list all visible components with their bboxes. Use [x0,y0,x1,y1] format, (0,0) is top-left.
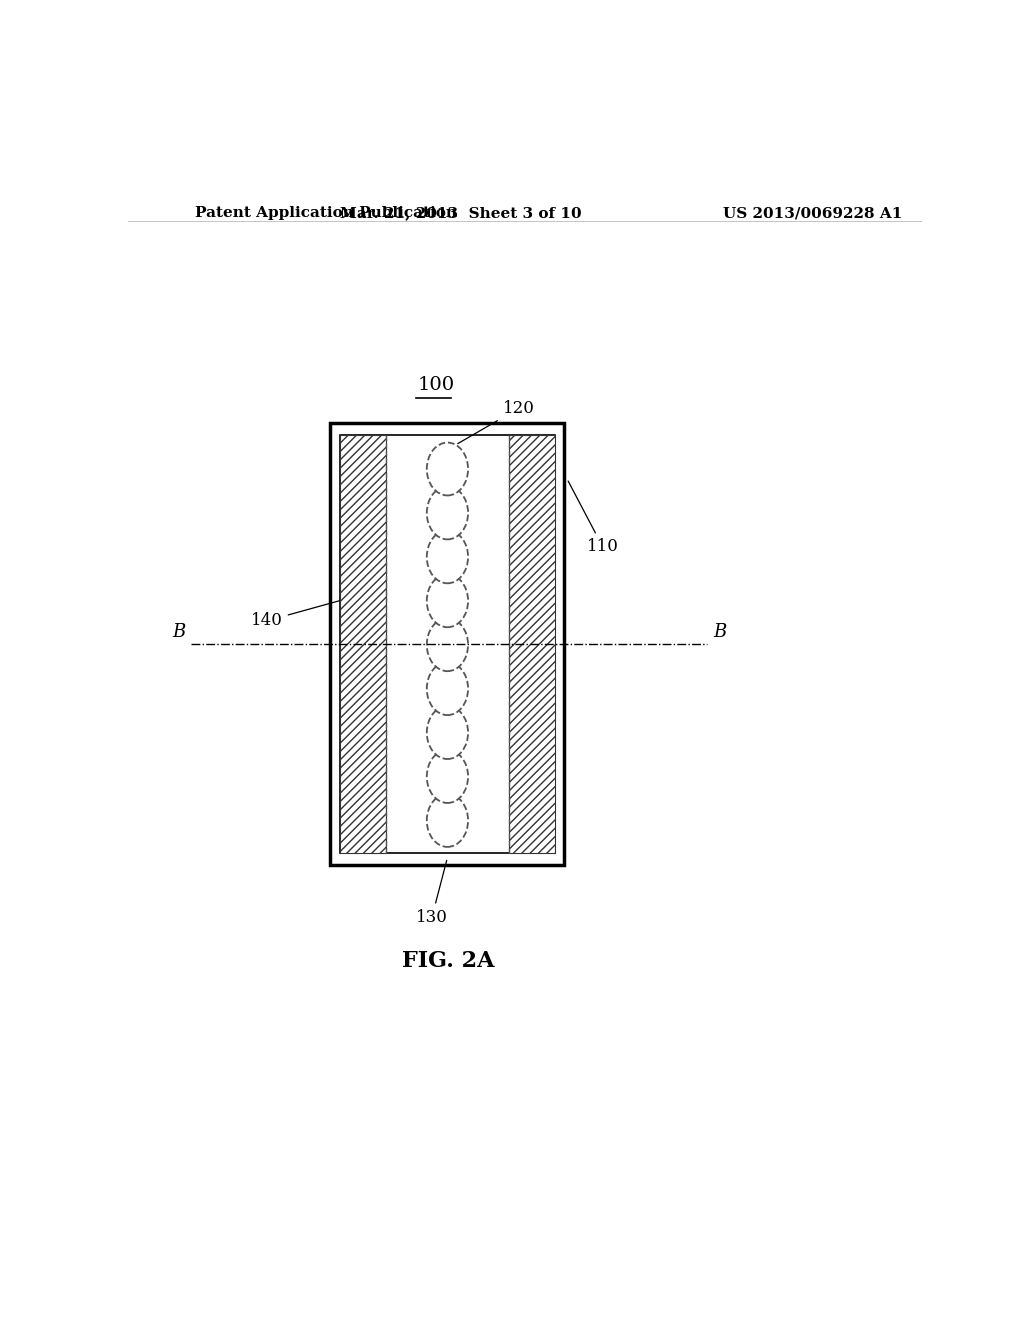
Bar [340,434,386,853]
Circle shape [427,574,468,627]
Bar [331,422,564,865]
Text: 130: 130 [416,861,447,925]
Text: Patent Application Publication: Patent Application Publication [196,206,458,220]
Text: B: B [714,623,727,640]
Circle shape [427,706,468,759]
Text: 140: 140 [251,594,362,630]
Text: 100: 100 [418,376,455,395]
Circle shape [427,663,468,715]
Circle shape [427,618,468,671]
Text: 120: 120 [458,400,535,444]
Text: 110: 110 [568,480,618,556]
Circle shape [427,487,468,540]
Text: Mar. 21, 2013  Sheet 3 of 10: Mar. 21, 2013 Sheet 3 of 10 [341,206,582,220]
Text: B: B [172,623,185,640]
Circle shape [427,795,468,847]
Circle shape [427,531,468,583]
Bar [340,434,555,853]
Circle shape [427,442,468,495]
Bar [509,434,555,853]
Text: US 2013/0069228 A1: US 2013/0069228 A1 [723,206,902,220]
Circle shape [427,750,468,803]
Text: FIG. 2A: FIG. 2A [401,949,494,972]
